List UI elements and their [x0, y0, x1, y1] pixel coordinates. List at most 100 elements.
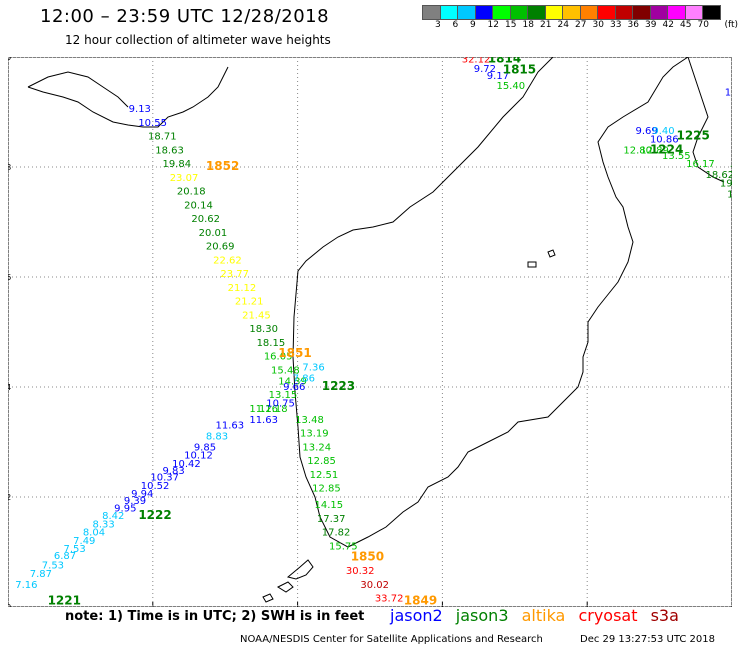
lat-tick-label: 52	[8, 493, 11, 502]
legend-label: 18	[522, 20, 534, 30]
wave-height-reading: 12.80	[623, 145, 652, 156]
wave-height-reading: 9.17	[487, 71, 509, 82]
wave-height-reading: 9.69	[635, 126, 657, 137]
legend-label: 30	[592, 20, 604, 30]
wave-height-reading: 11.63	[216, 420, 245, 431]
wave-height-reading: 9.40	[652, 126, 674, 137]
island-b	[547, 249, 556, 258]
pass-time-label: 1224	[650, 142, 683, 156]
wave-height-reading: 13.48	[295, 415, 324, 426]
wave-height-reading: 9.85	[194, 442, 216, 453]
wave-height-reading: 10.86	[650, 134, 679, 145]
wave-height-reading: 20.01	[199, 228, 228, 239]
legend-label: 36	[627, 20, 639, 30]
pass-time-label: 1850	[351, 549, 384, 563]
wave-height-reading: 10.52	[141, 481, 170, 492]
wave-height-reading: 21.21	[235, 297, 264, 308]
coastline	[27, 57, 725, 603]
lat-tick-label: 56	[8, 273, 11, 282]
wave-height-reading: 23.77	[220, 269, 249, 280]
wave-height-reading: 8.33	[92, 519, 114, 530]
sat-jason3: jason3	[455, 606, 509, 625]
kuril-island-3	[262, 593, 274, 603]
note-text: note: 1) Time is in UTC; 2) SWH is in fe…	[65, 609, 365, 624]
legend-label: 42	[662, 20, 674, 30]
wave-height-reading: 20.62	[191, 214, 220, 225]
wave-height-reading: 9.72	[474, 64, 496, 75]
kuril-island-2	[276, 581, 294, 593]
lat-tick-label: 60	[8, 57, 11, 62]
page-title: 12:00 – 23:59 UTC 12/28/2018	[40, 6, 330, 27]
wave-height-reading: 19.05	[720, 178, 732, 189]
pass-time-label: 1225	[676, 129, 709, 143]
legend-swatch	[684, 5, 703, 20]
wave-height-reading: 1	[730, 165, 732, 176]
legend-swatch	[422, 5, 441, 20]
wave-height-reading: 10.42	[172, 459, 201, 470]
wave-height-reading: 11.63	[249, 415, 278, 426]
legend-label: 45	[680, 20, 692, 30]
wave-height-reading: 8.42	[102, 511, 124, 522]
pass-time-label: 1222	[138, 508, 171, 522]
legend-swatch	[527, 5, 546, 20]
wave-height-reading: 7.53	[42, 561, 64, 572]
wave-height-reading: 15.75	[329, 541, 358, 552]
legend-swatch	[492, 5, 511, 20]
wave-height-reading: 18.30	[249, 324, 278, 335]
legend-swatch	[509, 5, 528, 20]
wave-height-reading: 13.15	[269, 390, 298, 401]
footer-credit: NOAA/NESDIS Center for Satellite Applica…	[240, 634, 543, 645]
page-subtitle: 12 hour collection of altimeter wave hei…	[65, 33, 331, 47]
lat-tick-label: 54	[8, 383, 11, 392]
wave-height-reading: 7.16	[15, 580, 37, 591]
wave-height-reading: 20.69	[206, 242, 235, 253]
wave-height-reading: 20.14	[184, 200, 213, 211]
satellite-legend: jason2 jason3 altika cryosat s3a	[390, 606, 687, 625]
okhotsk-north-coast	[27, 66, 229, 128]
legend-swatch	[649, 5, 668, 20]
wave-height-reading: 15.48	[271, 365, 300, 376]
wave-height-reading: 19.3	[727, 189, 732, 200]
wave-height-reading: 12.89	[640, 145, 669, 156]
legend-label: 6	[452, 20, 459, 30]
wave-height-reading: 18.71	[148, 132, 177, 143]
wave-height-reading: 11.16	[249, 404, 278, 415]
legend-swatch	[544, 5, 563, 20]
legend-swatch	[614, 5, 633, 20]
wave-height-reading: 12.85	[312, 484, 341, 495]
wave-height-reading: 9.94	[131, 489, 153, 500]
wave-height-reading: 30.32	[346, 566, 375, 577]
wave-height-reading: 13.55	[662, 151, 691, 162]
wave-height-reading: 17.82	[322, 528, 351, 539]
pass-time-label: 1849	[404, 593, 437, 607]
wave-height-reading: 12.18	[259, 404, 288, 415]
wave-height-reading: 8.04	[83, 528, 105, 539]
wave-height-reading: 13.24	[302, 442, 331, 453]
wave-height-reading: 14.15	[314, 500, 343, 511]
wave-height-reading: 12.51	[310, 470, 339, 481]
wave-height-reading: 32.12	[462, 57, 491, 66]
pass-time-label: 1814	[488, 57, 521, 66]
wave-height-reading: 30.02	[360, 580, 389, 591]
wave-height-reading: 22.62	[213, 255, 242, 266]
wave-height-reading: 9.95	[114, 503, 136, 514]
wave-height-reading: 7.86	[293, 374, 315, 385]
wave-height-reading: 9.83	[162, 466, 184, 477]
legend-swatch	[702, 5, 721, 20]
wave-height-reading: 12.85	[307, 456, 336, 467]
legend-swatch	[579, 5, 598, 20]
legend-swatch	[562, 5, 581, 20]
sat-s3a: s3a	[650, 606, 679, 625]
legend-swatch	[474, 5, 493, 20]
graticule: 150153156159162165605856545250	[8, 57, 732, 607]
wave-height-reading: 7.87	[30, 569, 52, 580]
footer-timestamp: Dec 29 13:27:53 UTC 2018	[580, 634, 715, 645]
color-legend	[422, 5, 721, 24]
wave-height-reading: 18.15	[257, 338, 286, 349]
legend-label: 70	[697, 20, 709, 30]
wave-height-reading: 21.45	[242, 310, 271, 321]
wave-height-reading: 11	[725, 88, 732, 99]
wave-height-reading: 7.36	[302, 363, 324, 374]
pass-time-label: 1815	[503, 63, 536, 77]
